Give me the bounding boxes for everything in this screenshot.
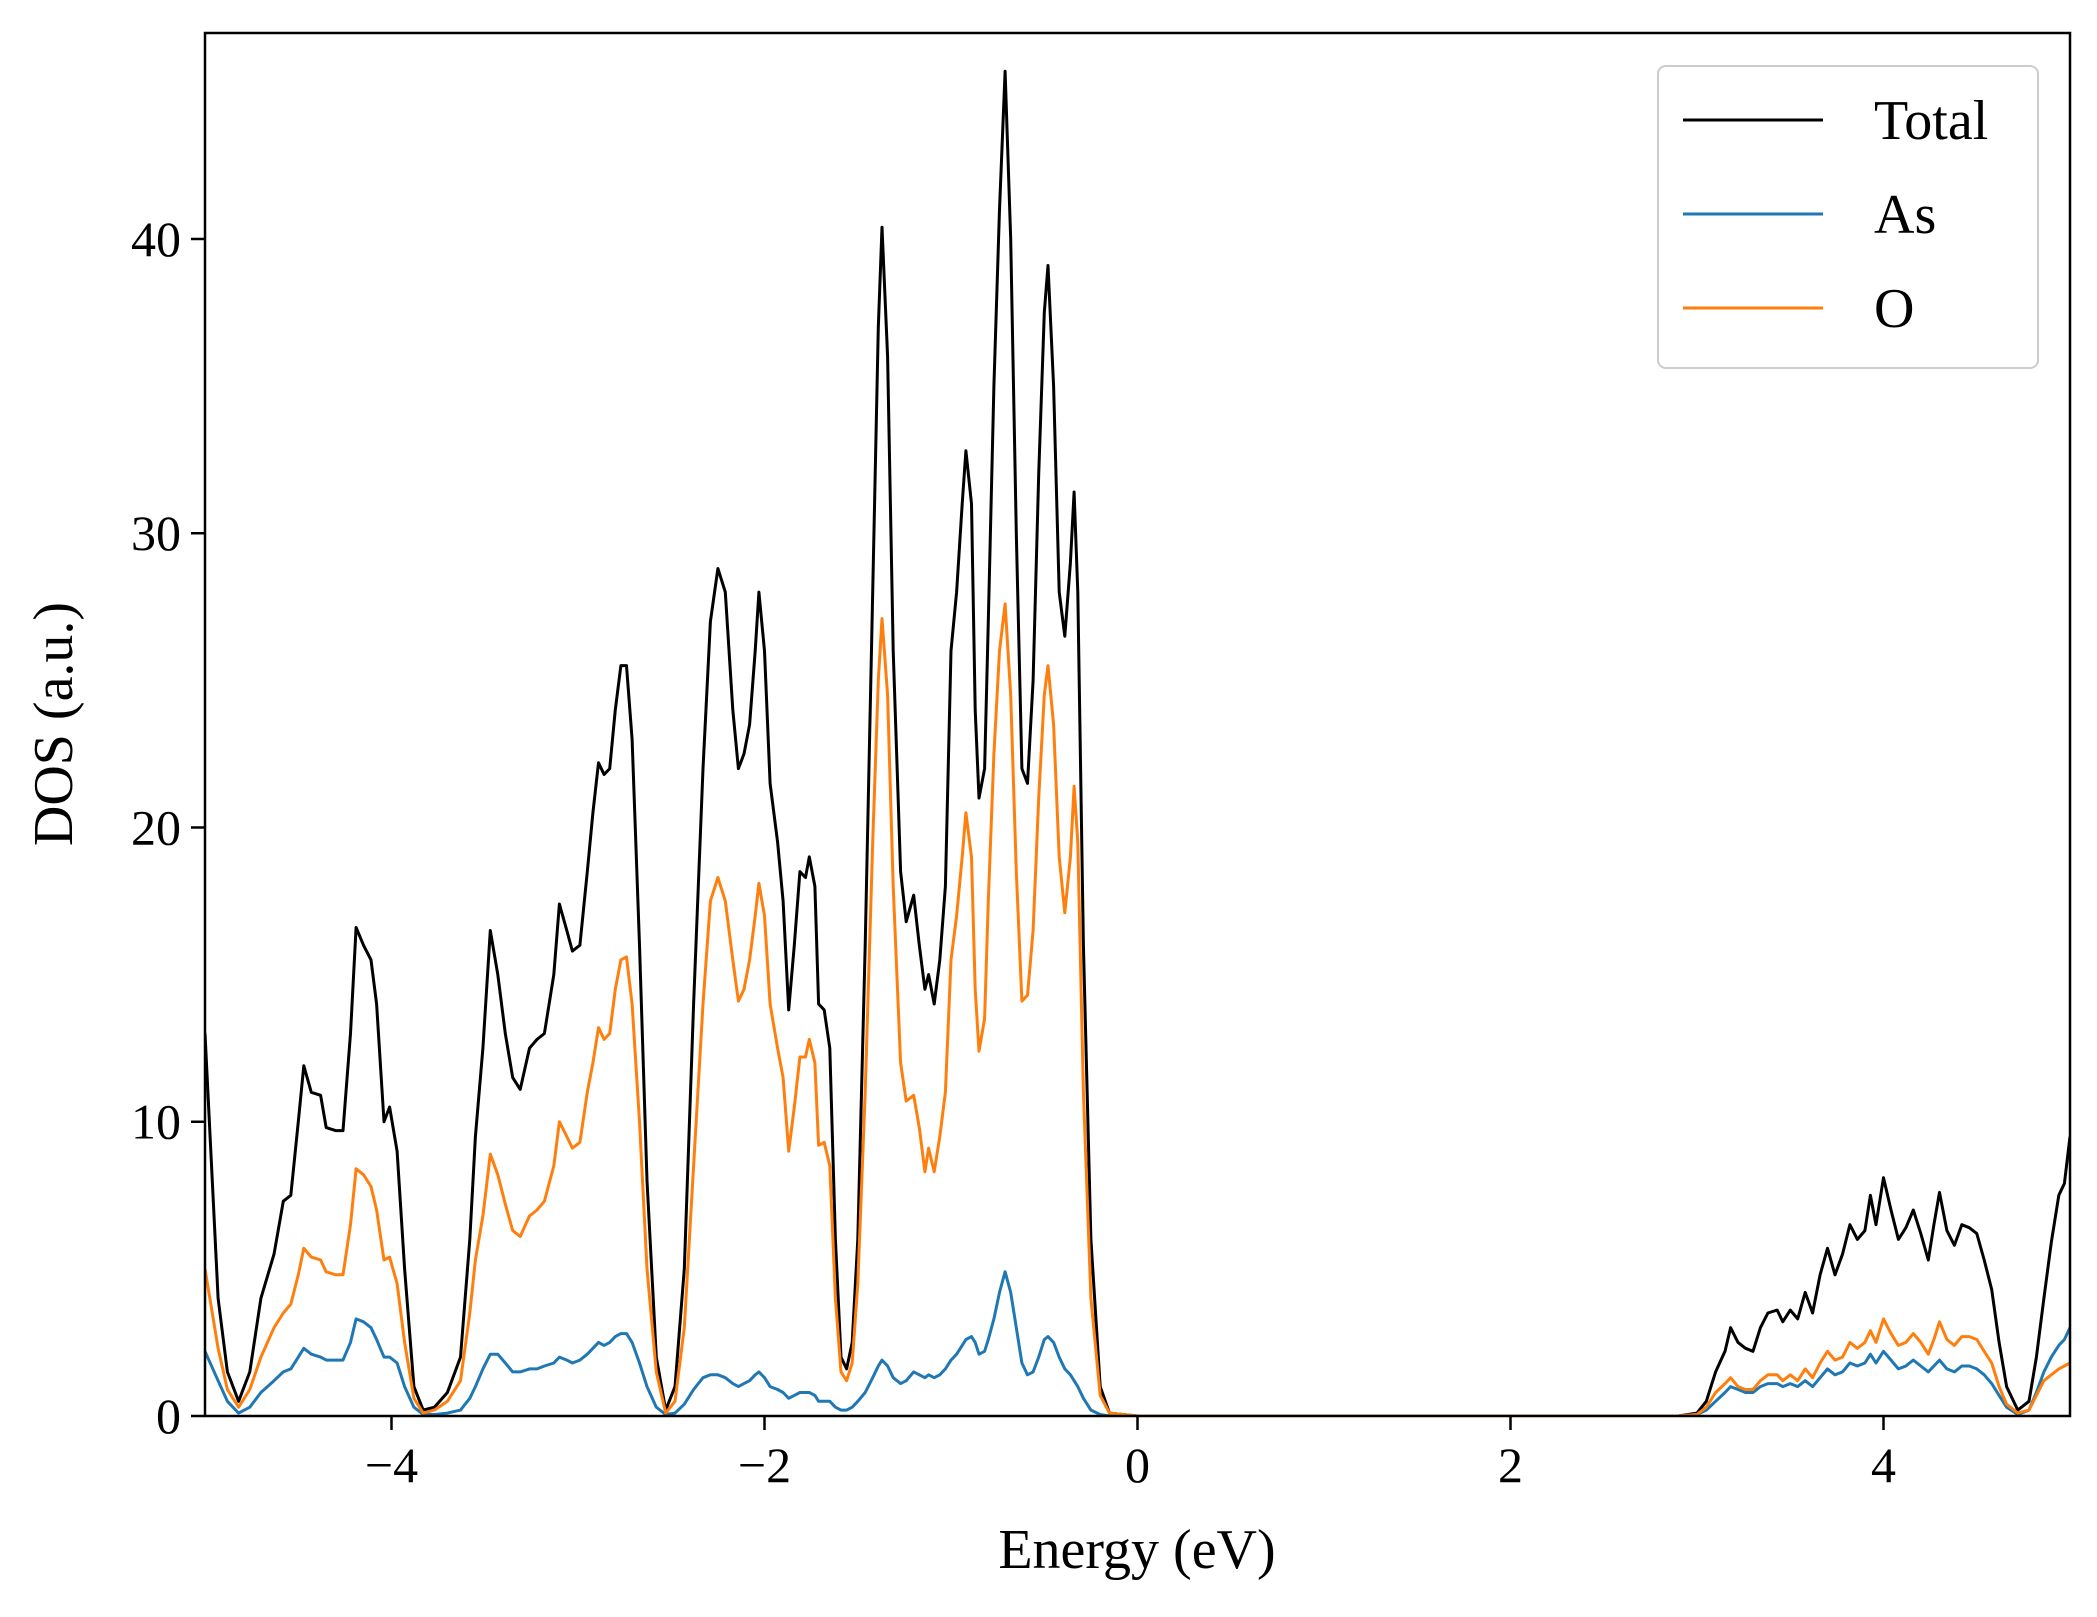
series-line-as bbox=[205, 1270, 2070, 1416]
legend-label-total: Total bbox=[1874, 90, 1988, 152]
y-axis-label: DOS (a.u.) bbox=[23, 602, 85, 846]
y-tick-label: 20 bbox=[131, 799, 181, 855]
x-tick-label: 0 bbox=[1125, 1437, 1150, 1493]
series-line-o bbox=[205, 602, 2070, 1416]
y-tick-label: 0 bbox=[156, 1388, 181, 1444]
x-tick-label: 2 bbox=[1498, 1437, 1523, 1493]
y-tick-label: 10 bbox=[131, 1094, 181, 1150]
x-axis-ticks: −4 −2 0 2 4 bbox=[365, 1416, 1896, 1493]
legend-box bbox=[1657, 65, 2039, 369]
legend: Total As O bbox=[1657, 65, 2039, 369]
series-layer bbox=[205, 69, 2070, 1416]
y-axis-ticks: 0 10 20 30 40 bbox=[131, 211, 205, 1444]
x-axis-label: Energy (eV) bbox=[998, 1519, 1275, 1581]
legend-label-o: O bbox=[1874, 278, 1914, 340]
x-tick-label: 4 bbox=[1871, 1437, 1896, 1493]
y-tick-label: 30 bbox=[131, 505, 181, 561]
legend-label-as: As bbox=[1874, 184, 1936, 246]
x-tick-label: −2 bbox=[738, 1437, 791, 1493]
x-tick-label: −4 bbox=[365, 1437, 418, 1493]
series-line-total bbox=[205, 69, 2070, 1416]
y-tick-label: 40 bbox=[131, 211, 181, 267]
